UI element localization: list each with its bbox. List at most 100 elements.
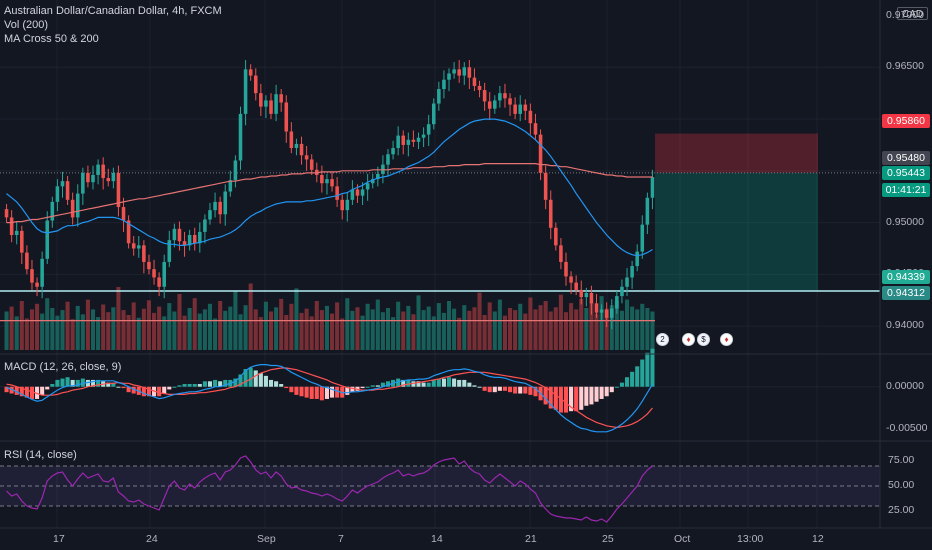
rsi-indicator-label[interactable]: RSI (14, close) [4, 449, 77, 461]
macd-histogram-bar [584, 386, 589, 406]
candle-body [248, 69, 253, 76]
volume-bar [136, 317, 141, 350]
volume-bar [421, 310, 426, 350]
macd-histogram-bar [4, 386, 9, 393]
volume-bar [172, 311, 177, 350]
candle-body [508, 98, 512, 105]
macd-histogram-bar [50, 384, 55, 387]
candle-body [70, 199, 75, 218]
macd-histogram-bar [431, 379, 436, 387]
price-tag: 0.95860 [882, 114, 930, 128]
time-tick-label: 12 [812, 533, 824, 545]
macd-histogram-bar [233, 378, 238, 387]
macd-histogram-bar [167, 386, 172, 390]
ma-cross-indicator-label[interactable]: MA Cross 50 & 200 [4, 33, 99, 45]
symbol-title[interactable]: Australian Dollar/Canadian Dollar, 4h, F… [4, 5, 222, 17]
volume-bar [335, 302, 340, 350]
macd-histogram-bar [614, 386, 619, 388]
macd-histogram-bar [218, 381, 223, 387]
macd-histogram-bar [141, 386, 146, 397]
macd-histogram-bar [553, 386, 558, 410]
candle-body [223, 191, 228, 215]
candle-body [259, 93, 263, 107]
volume-bar [467, 310, 472, 350]
volume-bar [472, 307, 477, 350]
event-icon[interactable]: 2 [656, 333, 669, 346]
macd-histogram-bar [406, 379, 411, 387]
candle-body [162, 261, 166, 287]
candle-body [101, 164, 105, 179]
macd-histogram-bar [207, 381, 213, 387]
volume-bar [619, 310, 624, 350]
volume-bar [248, 283, 253, 350]
macd-histogram-bar [182, 384, 187, 387]
macd-line [6, 364, 654, 433]
time-tick-label: Sep [257, 533, 276, 545]
macd-legend: MACD (12, 26, close, 9) [4, 360, 121, 374]
time-tick-label: 14 [431, 533, 443, 545]
volume-bar [487, 302, 492, 350]
volume-bar [589, 302, 594, 350]
macd-histogram-bar [309, 386, 314, 399]
candle-body [20, 230, 24, 253]
macd-histogram-bar [9, 386, 14, 394]
macd-histogram-bar [345, 386, 350, 395]
candle-body [203, 219, 207, 232]
candle-body [528, 110, 533, 124]
candle-body [4, 209, 9, 218]
candle-body [564, 261, 568, 277]
candle-body [482, 90, 487, 102]
volume-bar [350, 310, 355, 350]
macd-histogram-bar [177, 385, 182, 387]
macd-histogram-bar [502, 386, 507, 391]
macd-histogram-bar [462, 379, 467, 387]
rsi-legend: RSI (14, close) [4, 448, 77, 462]
macd-histogram-bar [609, 386, 614, 393]
macd-histogram-bar [441, 378, 446, 387]
volume-bar [80, 314, 85, 350]
price-tag: 01:41:21 [882, 183, 930, 197]
macd-histogram-bar [548, 386, 553, 409]
earnings-icon[interactable]: $ [697, 333, 710, 346]
canada-flag-icon[interactable]: ♦ [720, 333, 733, 346]
candle-body [538, 134, 543, 173]
macd-histogram-bar [579, 386, 584, 410]
candle-body [391, 148, 395, 155]
macd-histogram-bar [304, 386, 309, 398]
currency-label[interactable]: CAD [897, 7, 929, 20]
candle-body [462, 67, 467, 76]
volume-bar [569, 303, 574, 350]
macd-indicator-label[interactable]: MACD (12, 26, close, 9) [4, 361, 122, 373]
candle-body [233, 160, 238, 181]
candle-body [635, 251, 639, 267]
macd-histogram-bar [446, 377, 452, 387]
canada-flag-icon[interactable]: ♦ [682, 333, 695, 346]
candle-body [40, 258, 44, 287]
macd-histogram-bar [121, 386, 126, 389]
macd-histogram-bar [543, 386, 548, 405]
candle-body [533, 123, 538, 135]
volume-bar [202, 309, 207, 350]
candle-body [269, 100, 273, 114]
rsi-tick-label: 50.00 [888, 479, 915, 491]
macd-histogram-bar [60, 378, 65, 387]
price-tick-label: 0.94000 [886, 319, 924, 332]
volume-bar [630, 306, 635, 350]
macd-histogram-bar [263, 375, 268, 387]
volume-indicator-label[interactable]: Vol (200) [4, 19, 49, 31]
macd-signal-line [6, 367, 653, 429]
price-tag: 0.94339 [882, 270, 930, 284]
candle-body [467, 67, 472, 78]
candle-body [264, 100, 268, 107]
macd-histogram-bar [223, 379, 228, 387]
macd-histogram-bar [624, 377, 630, 387]
volume-bar [35, 303, 40, 350]
candle-body [192, 235, 197, 244]
candle-body [320, 174, 324, 184]
candle-body [25, 252, 29, 270]
candle-body [218, 201, 222, 215]
volume-bar [121, 310, 126, 350]
macd-histogram-bar [14, 386, 19, 395]
volume-bar [314, 301, 319, 350]
